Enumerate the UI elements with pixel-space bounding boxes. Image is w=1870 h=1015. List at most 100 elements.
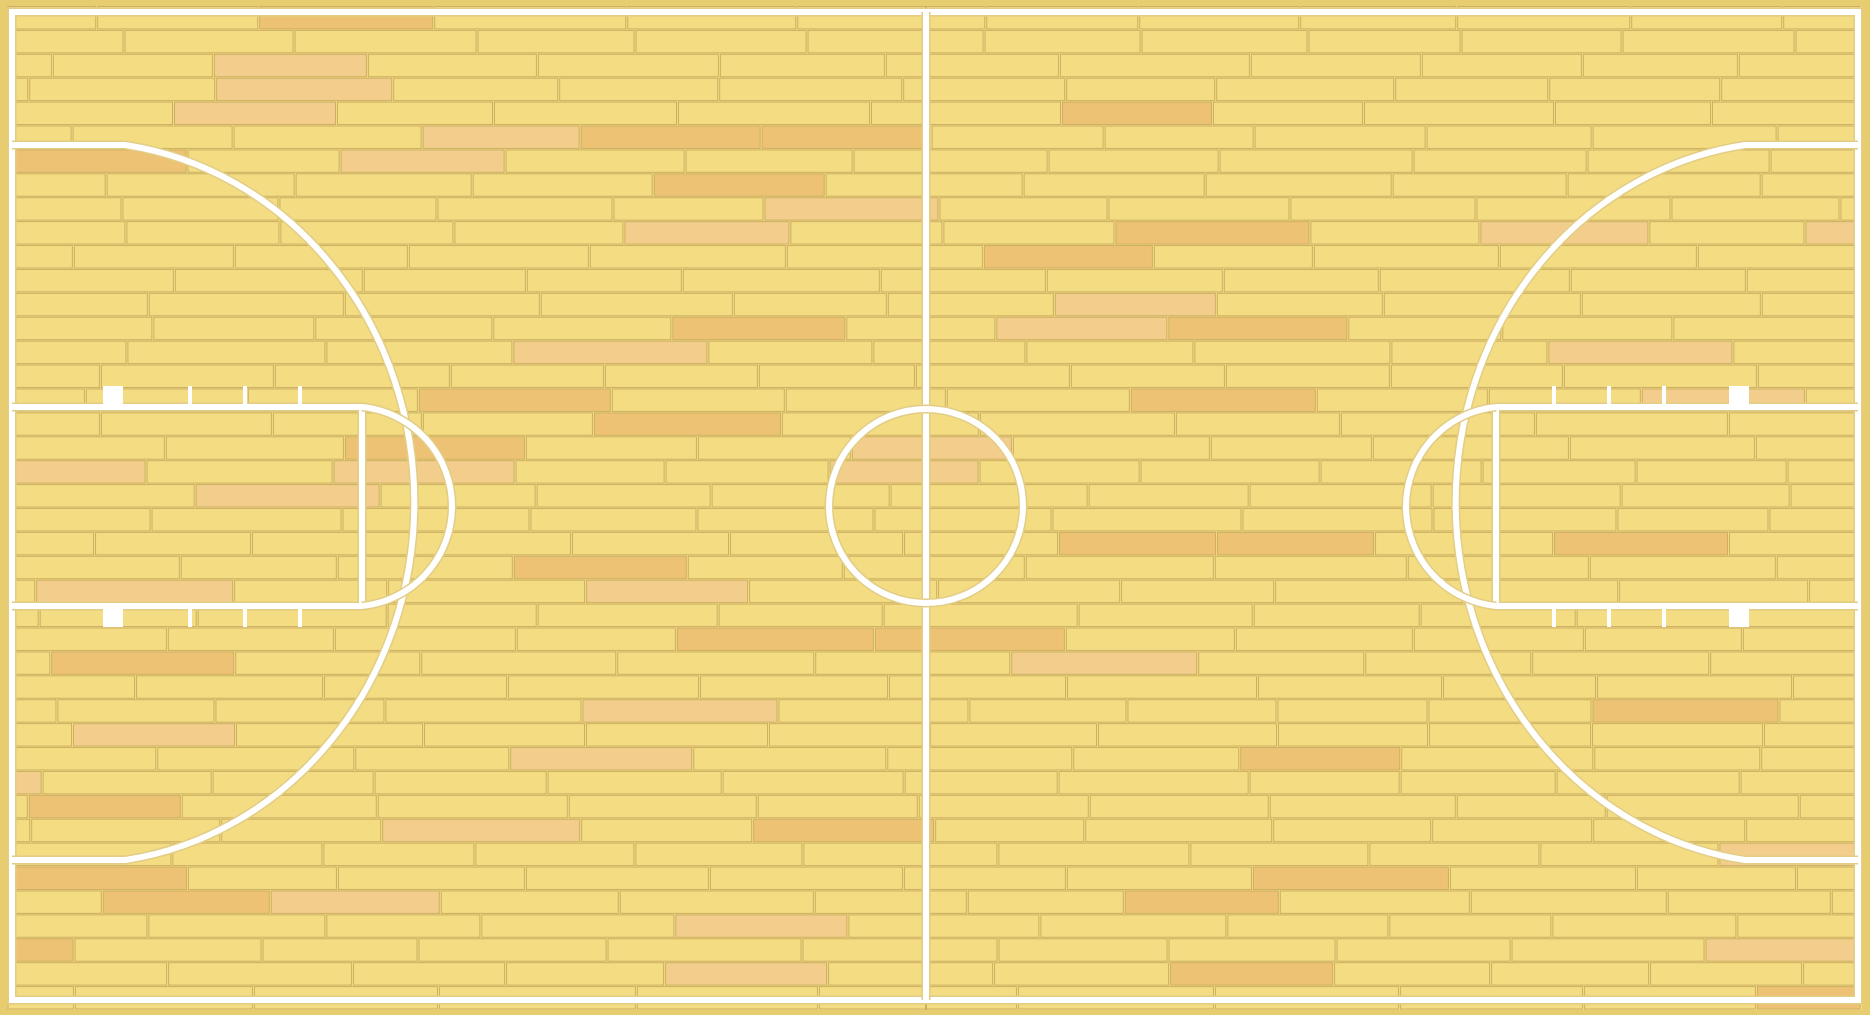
floor-plank bbox=[1432, 818, 1593, 843]
floor-plank bbox=[939, 197, 1108, 221]
floor-plank bbox=[885, 53, 1059, 78]
floor-plank bbox=[388, 579, 586, 604]
floor-plank bbox=[1606, 794, 1799, 819]
floor-plank bbox=[998, 938, 1168, 962]
floor-plank bbox=[1570, 268, 1746, 293]
floor-plank bbox=[100, 364, 274, 388]
floor-plank bbox=[181, 794, 377, 819]
floor-plank bbox=[7, 268, 174, 293]
floor-plank bbox=[708, 340, 873, 365]
floor-plank bbox=[7, 747, 157, 771]
floor-plank bbox=[1563, 364, 1757, 388]
floor-plank bbox=[1569, 436, 1755, 460]
floor-plank bbox=[1250, 53, 1421, 78]
floor-plank bbox=[537, 603, 718, 628]
floor-plank bbox=[334, 627, 516, 651]
floor-plank bbox=[353, 962, 506, 986]
floor-plank bbox=[998, 842, 1190, 867]
floor-plank bbox=[1805, 221, 1861, 245]
floor-plank bbox=[1803, 962, 1861, 986]
floor-plank bbox=[1673, 316, 1861, 341]
floor-plank bbox=[1793, 675, 1861, 699]
floor-plank bbox=[180, 555, 337, 580]
floor-plank bbox=[1065, 627, 1235, 651]
floor-plank bbox=[1363, 101, 1554, 126]
floor-plank bbox=[617, 651, 815, 675]
floor-plank bbox=[505, 149, 685, 173]
floor-plank bbox=[815, 651, 1011, 675]
floor-plank bbox=[1511, 938, 1705, 962]
floor-plank bbox=[1190, 842, 1369, 867]
floor-plank bbox=[7, 484, 195, 508]
floor-plank bbox=[1254, 125, 1426, 149]
floor-plank bbox=[1787, 460, 1861, 484]
floor-plank bbox=[547, 770, 722, 795]
floor-plank bbox=[7, 938, 74, 962]
floor-plank bbox=[393, 77, 559, 102]
floor-plank bbox=[173, 101, 336, 126]
floor-plank bbox=[1225, 364, 1390, 388]
floor-plank bbox=[1705, 938, 1861, 962]
floor-plank bbox=[36, 579, 234, 604]
floor-plank bbox=[106, 173, 295, 197]
floor-plank bbox=[593, 412, 781, 436]
floor-plank bbox=[537, 53, 719, 78]
floor-plank bbox=[1240, 747, 1401, 771]
floor-plank bbox=[151, 508, 342, 532]
floor-plank bbox=[994, 962, 1170, 986]
floor-plank bbox=[73, 245, 234, 269]
floor-plank bbox=[408, 245, 589, 269]
floor-plank bbox=[7, 675, 136, 699]
floor-plank bbox=[1073, 747, 1240, 771]
free-throw-lane-right bbox=[1493, 404, 1858, 609]
floor-plank bbox=[687, 555, 843, 580]
floor-plank bbox=[1552, 914, 1737, 938]
floor-plank bbox=[1697, 245, 1861, 269]
lane-hash-mark-left bbox=[188, 386, 192, 404]
floor-plank bbox=[665, 962, 828, 986]
floor-plank bbox=[1761, 292, 1861, 317]
floor-plank bbox=[1375, 531, 1554, 556]
floor-plank bbox=[7, 914, 148, 938]
floor-plank bbox=[665, 460, 829, 484]
floor-plank bbox=[1212, 101, 1363, 126]
floor-plank bbox=[718, 603, 883, 628]
floor-plank bbox=[619, 890, 814, 914]
floor-plank bbox=[1776, 555, 1861, 580]
floor-plank bbox=[1738, 53, 1861, 78]
floor-plank bbox=[803, 842, 998, 867]
lane-hash-mark-right bbox=[1552, 386, 1556, 404]
floor-plank bbox=[1470, 890, 1667, 914]
floor-plank bbox=[1671, 197, 1840, 221]
floor-plank bbox=[1667, 890, 1831, 914]
lane-hash-mark-left bbox=[243, 609, 247, 627]
floor-plank bbox=[7, 364, 100, 388]
floor-plank bbox=[1799, 794, 1861, 819]
floor-plank bbox=[769, 723, 930, 747]
floor-plank bbox=[216, 77, 393, 102]
floor-plank bbox=[589, 245, 786, 269]
floor-plank bbox=[1594, 747, 1761, 771]
floor-plank bbox=[1058, 770, 1249, 795]
floor-plank bbox=[122, 197, 279, 221]
floor-plank bbox=[880, 268, 1046, 293]
floor-plank bbox=[1391, 340, 1548, 365]
floor-plank bbox=[172, 842, 323, 867]
floor-plank bbox=[493, 101, 677, 126]
floor-plank bbox=[272, 412, 422, 436]
floor-plank bbox=[635, 842, 803, 867]
floor-plank bbox=[1141, 29, 1308, 54]
floor-plank bbox=[1567, 173, 1761, 197]
floor-plank bbox=[221, 818, 382, 843]
floor-plank bbox=[1581, 292, 1761, 317]
floor-plank bbox=[604, 364, 758, 388]
free-throw-arc-right bbox=[1402, 404, 1497, 609]
floor-plank bbox=[1316, 388, 1488, 412]
floor-plank bbox=[279, 197, 437, 221]
floor-plank bbox=[1124, 890, 1279, 914]
floor-plank bbox=[1061, 101, 1212, 126]
floor-plank bbox=[42, 770, 212, 795]
floor-plank bbox=[722, 770, 904, 795]
